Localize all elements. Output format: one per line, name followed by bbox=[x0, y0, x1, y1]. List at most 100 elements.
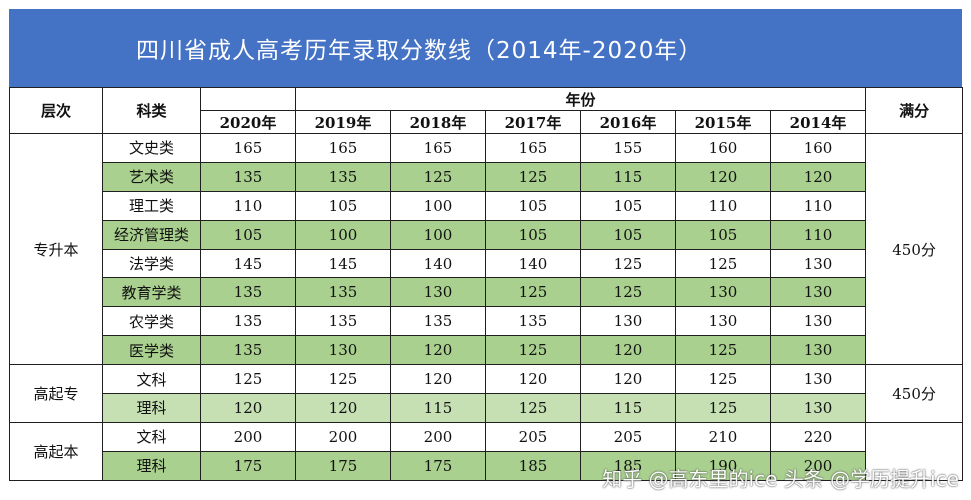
header-subject: 科类 bbox=[102, 87, 201, 134]
score-cell: 120 bbox=[295, 393, 391, 423]
score-cell: 130 bbox=[769, 335, 867, 366]
score-cell: 125 bbox=[200, 364, 296, 395]
subject-cell: 文史类 bbox=[102, 133, 201, 163]
score-cell: 110 bbox=[769, 190, 867, 221]
subject-cell: 文科 bbox=[102, 364, 201, 395]
score-cell: 135 bbox=[295, 277, 391, 308]
score-cell: 125 bbox=[390, 161, 486, 192]
score-cell: 105 bbox=[485, 219, 581, 250]
score-cell: 120 bbox=[675, 161, 771, 192]
level-cell: 专升本 bbox=[9, 132, 103, 366]
score-cell: 145 bbox=[200, 248, 296, 279]
subject-cell: 艺术类 bbox=[102, 161, 201, 192]
score-cell: 135 bbox=[485, 306, 581, 337]
score-cell: 125 bbox=[485, 393, 581, 423]
score-cell: 125 bbox=[485, 335, 581, 366]
score-cell: 200 bbox=[295, 421, 391, 452]
header-year: 2015年 bbox=[675, 110, 771, 134]
level-cell: 高起专 bbox=[9, 364, 103, 423]
header-year: 2020年 bbox=[200, 110, 296, 134]
score-cell: 115 bbox=[580, 393, 676, 423]
full-score-cell: 450分 bbox=[865, 364, 964, 423]
header-year: 2018年 bbox=[390, 110, 486, 134]
score-cell: 200 bbox=[200, 421, 296, 452]
score-cell: 130 bbox=[675, 306, 771, 337]
score-cell: 210 bbox=[675, 421, 771, 452]
score-cell: 205 bbox=[580, 421, 676, 452]
score-cell: 175 bbox=[295, 450, 391, 481]
header-year: 2017年 bbox=[485, 110, 581, 134]
score-cell: 100 bbox=[390, 190, 486, 221]
score-cell: 130 bbox=[675, 277, 771, 308]
score-cell: 130 bbox=[295, 335, 391, 366]
score-cell: 105 bbox=[580, 190, 676, 221]
score-cell: 145 bbox=[295, 248, 391, 279]
full-score-cell bbox=[865, 421, 964, 481]
subject-cell: 理工类 bbox=[102, 190, 201, 221]
score-cell: 120 bbox=[485, 364, 581, 395]
score-cell: 120 bbox=[580, 335, 676, 366]
header-year: 2014年 bbox=[769, 110, 867, 134]
score-cell: 110 bbox=[675, 190, 771, 221]
score-cell: 135 bbox=[390, 306, 486, 337]
score-cell: 185 bbox=[485, 450, 581, 481]
score-cell: 105 bbox=[580, 219, 676, 250]
score-cell: 120 bbox=[390, 335, 486, 366]
header-year-group: 年份 bbox=[294, 87, 867, 111]
header-full-score: 满分 bbox=[865, 87, 964, 134]
score-cell: 175 bbox=[390, 450, 486, 481]
subject-cell: 法学类 bbox=[102, 248, 201, 279]
score-cell: 110 bbox=[769, 219, 867, 250]
score-cell: 130 bbox=[769, 306, 867, 337]
score-cell: 135 bbox=[295, 161, 391, 192]
subject-cell: 文科 bbox=[102, 421, 201, 452]
score-cell: 135 bbox=[200, 277, 296, 308]
score-cell: 110 bbox=[200, 190, 296, 221]
score-cell: 155 bbox=[580, 133, 676, 163]
subject-cell: 教育学类 bbox=[102, 277, 201, 308]
score-cell: 120 bbox=[580, 364, 676, 395]
score-cell: 165 bbox=[485, 133, 581, 163]
score-cell: 125 bbox=[675, 248, 771, 279]
score-cell: 125 bbox=[580, 248, 676, 279]
score-cell: 130 bbox=[769, 248, 867, 279]
score-cell: 160 bbox=[769, 133, 867, 163]
score-cell: 125 bbox=[675, 393, 771, 423]
score-cell: 105 bbox=[295, 190, 391, 221]
score-cell: 140 bbox=[390, 248, 486, 279]
score-cell: 125 bbox=[675, 335, 771, 366]
score-cell: 200 bbox=[390, 421, 486, 452]
score-cell: 220 bbox=[769, 421, 867, 452]
page-title: 四川省成人高考历年录取分数线（2014年-2020年） bbox=[136, 38, 703, 64]
score-cell: 115 bbox=[580, 161, 676, 192]
score-cell: 135 bbox=[200, 306, 296, 337]
score-cell: 165 bbox=[200, 133, 296, 163]
score-cell: 185 bbox=[580, 450, 676, 481]
score-cell: 135 bbox=[200, 161, 296, 192]
score-cell: 165 bbox=[295, 133, 391, 163]
score-cell: 190 bbox=[675, 450, 771, 481]
header-year: 2019年 bbox=[295, 110, 391, 134]
score-cell: 125 bbox=[295, 364, 391, 395]
score-cell: 100 bbox=[390, 219, 486, 250]
score-cell: 135 bbox=[200, 335, 296, 366]
score-cell: 125 bbox=[580, 277, 676, 308]
score-cell: 105 bbox=[675, 219, 771, 250]
subject-cell: 农学类 bbox=[102, 306, 201, 337]
score-cell: 130 bbox=[769, 364, 867, 395]
score-cell: 125 bbox=[485, 161, 581, 192]
score-cell: 125 bbox=[485, 277, 581, 308]
score-cell: 120 bbox=[200, 393, 296, 423]
score-cell: 105 bbox=[485, 190, 581, 221]
score-cell: 130 bbox=[769, 277, 867, 308]
score-cell: 100 bbox=[295, 219, 391, 250]
score-cell: 175 bbox=[200, 450, 296, 481]
score-cell: 160 bbox=[675, 133, 771, 163]
level-cell: 高起本 bbox=[9, 421, 103, 481]
header-year: 2016年 bbox=[580, 110, 676, 134]
full-score-cell: 450分 bbox=[865, 132, 964, 366]
score-cell: 125 bbox=[675, 364, 771, 395]
header-blank bbox=[200, 87, 296, 111]
score-cell: 105 bbox=[200, 219, 296, 250]
score-cell: 120 bbox=[390, 364, 486, 395]
